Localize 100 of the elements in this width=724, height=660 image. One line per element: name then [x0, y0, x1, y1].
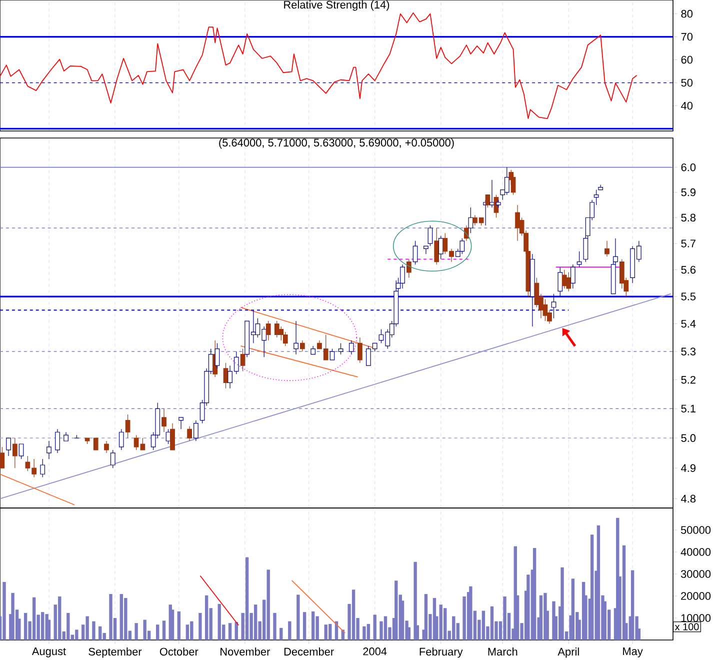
candlestick [240, 348, 246, 372]
bar [482, 610, 486, 640]
y-tick-label: 5.4 [681, 320, 696, 328]
bar [366, 624, 370, 640]
candlestick [18, 444, 24, 460]
candlestick [460, 238, 465, 254]
bar [134, 623, 138, 640]
candlestick [214, 342, 220, 369]
candlestick [294, 320, 298, 355]
bar [198, 612, 202, 640]
bar [2, 582, 6, 640]
y-tick-label: 5.0 [681, 434, 696, 442]
x-tick-label: September [88, 648, 142, 658]
x-tick-label: December [284, 648, 334, 656]
bar [630, 570, 634, 640]
candlestick [434, 228, 440, 265]
candlestick [490, 180, 494, 208]
candlestick [93, 438, 98, 450]
chart-title: (5.64000, 5.71000, 5.63000, 5.69000, +0.05000) [219, 138, 454, 149]
bar [490, 606, 494, 640]
bar [218, 604, 221, 640]
y-tick-label: 40 [681, 102, 693, 110]
candlestick [576, 251, 582, 268]
bar [245, 557, 249, 640]
bar [190, 621, 194, 640]
y-tick-label: 4.9 [681, 464, 696, 472]
bar [362, 626, 366, 640]
x-tick-label: April [558, 648, 579, 658]
candlestick [468, 207, 474, 234]
candlestick [12, 438, 18, 468]
bar [328, 624, 332, 640]
candlestick [178, 417, 184, 430]
candlestick [110, 450, 116, 468]
candlestick [485, 194, 490, 208]
line-series [0, 12, 638, 120]
chart-title: Relative Strength (14) [284, 0, 390, 11]
bar [424, 594, 428, 640]
candlestick [162, 408, 166, 432]
x-tick-label: March [488, 648, 518, 656]
bar [98, 626, 102, 640]
candlestick [504, 167, 510, 196]
y-tick-label: 70 [681, 32, 693, 41]
candlestick [424, 246, 428, 254]
bar [86, 616, 89, 640]
candlestick [428, 225, 433, 246]
candlestick [412, 240, 418, 265]
bar [32, 597, 36, 640]
candlestick [515, 204, 520, 242]
candlestick [104, 440, 109, 454]
candlestick [551, 294, 556, 319]
candlestick [46, 440, 52, 460]
y-tick-label: 5.7 [681, 240, 696, 248]
bar [124, 598, 128, 640]
y-tick-label: 30000 [680, 570, 711, 578]
bar [469, 586, 472, 640]
x-tick-label: November [220, 648, 270, 656]
bar [66, 612, 70, 640]
bar [394, 580, 398, 640]
bar [109, 594, 112, 640]
candlestick [400, 264, 405, 289]
bar [11, 592, 14, 640]
bar [296, 594, 300, 640]
candlestick [406, 258, 412, 278]
y-tick-label: 20000 [681, 592, 711, 600]
candlestick [566, 272, 572, 292]
bar [539, 595, 543, 640]
text: x 100 [674, 623, 699, 630]
bar [266, 570, 270, 640]
candlestick [510, 174, 516, 196]
candlestick [300, 340, 305, 352]
bar [590, 534, 594, 640]
candlestick [604, 240, 610, 257]
bar [532, 548, 536, 640]
bar [324, 624, 328, 640]
bar [177, 611, 180, 640]
bar [143, 620, 146, 640]
y-tick-label: 60 [681, 56, 693, 64]
bar [288, 621, 292, 640]
bar [352, 590, 356, 640]
bar [92, 621, 96, 640]
bar [204, 595, 208, 640]
y-tick-label: 6.0 [681, 163, 696, 172]
y-tick-label: 5.9 [681, 188, 696, 196]
bar [40, 612, 44, 640]
y-tick-label: 5.1 [681, 404, 696, 412]
y-tick-label: 5.3 [681, 348, 696, 356]
bar [302, 612, 306, 640]
x-tick-label: 2004 [363, 648, 387, 656]
bar [186, 624, 190, 640]
bar [596, 525, 600, 640]
bar [273, 612, 276, 640]
candlestick [330, 348, 335, 360]
candlestick [125, 414, 130, 438]
y-tick-label: 40000 [680, 548, 711, 556]
candlestick [338, 342, 344, 355]
bar [503, 596, 506, 640]
bar [228, 623, 232, 640]
bar [24, 612, 28, 640]
candlestick [358, 337, 362, 364]
bar [162, 620, 166, 640]
